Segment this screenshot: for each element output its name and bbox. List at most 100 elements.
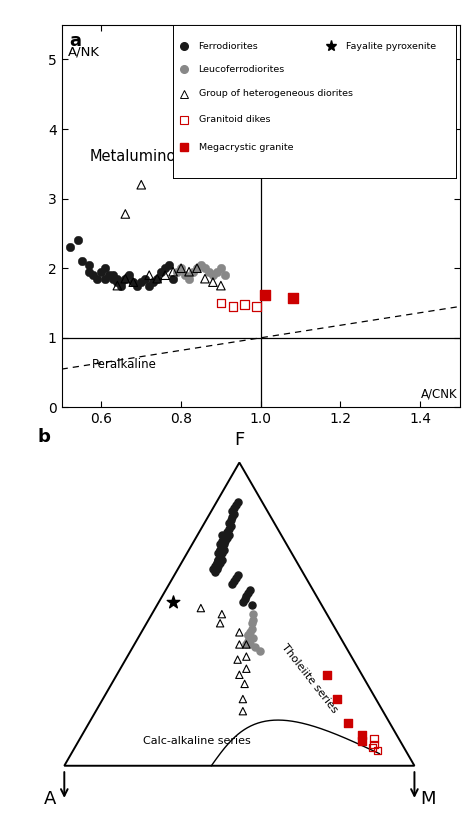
Point [243,589,250,602]
Point [248,598,255,611]
Point [169,265,177,278]
Point [225,528,233,542]
Point [234,495,241,509]
Point [129,276,137,289]
Point [114,279,121,292]
Point [236,638,243,651]
Point [232,499,240,512]
Point [209,268,217,281]
Point [213,265,221,278]
Point [374,744,382,757]
Point [134,279,141,292]
Point [243,638,250,651]
Point [177,262,185,275]
Point [215,553,222,566]
Point [244,629,252,642]
Point [241,298,248,311]
Point [251,641,259,654]
Point [173,265,181,278]
Point [216,616,224,630]
Point [244,629,252,642]
Point [250,607,257,621]
Point [216,556,224,570]
Point [154,272,161,286]
Text: a: a [70,32,82,50]
Point [169,595,177,608]
Point [228,577,236,590]
Point [234,568,241,581]
Point [211,559,219,572]
Point [228,510,236,523]
Point [218,528,226,542]
Text: Calc-alkaline series: Calc-alkaline series [144,737,251,746]
Point [121,272,129,286]
Point [243,638,250,651]
Point [165,258,173,272]
Point [201,262,209,275]
Point [216,550,224,563]
Point [218,541,226,554]
Point [246,625,254,639]
Point [217,262,225,275]
Point [239,692,246,705]
Point [250,632,257,645]
Point [358,735,366,748]
Point [86,258,93,272]
Point [225,517,233,530]
Point [289,291,296,305]
Point [157,265,165,278]
Point [94,272,101,286]
Point [241,677,248,690]
Point [209,276,217,289]
Point [246,638,254,651]
Point [177,262,185,275]
Point [250,614,257,627]
Point [137,178,145,191]
Point [229,300,237,313]
Point [220,537,228,551]
Point [189,265,197,278]
Point [114,276,121,289]
Point [230,501,238,514]
Point [216,537,224,551]
Point [239,704,246,718]
Point [146,279,153,292]
Point [230,574,238,588]
Point [169,272,177,286]
Point [220,544,228,557]
Point [86,265,93,278]
Point [213,556,220,570]
Point [205,265,213,278]
Text: A: A [44,790,56,808]
Point [193,262,201,275]
Point [154,272,161,286]
Point [137,276,145,289]
Point [228,504,236,518]
Point [210,562,217,575]
Point [248,623,255,636]
Text: Peraluminous: Peraluminous [310,150,410,165]
Point [101,262,109,275]
Point [181,268,189,281]
Point [201,272,209,286]
Point [358,729,366,742]
Point [193,262,201,275]
Point [241,593,248,606]
Point [370,732,378,745]
Text: Metaluminous: Metaluminous [90,150,193,165]
Point [218,535,226,548]
Point [149,276,157,289]
Point [334,692,341,705]
Point [109,268,117,281]
Point [185,265,193,278]
Text: Tholeiite series: Tholeiite series [279,642,339,714]
Point [243,663,250,676]
Point [216,544,224,557]
Point [223,526,231,539]
Point [78,254,85,267]
Point [218,607,226,621]
Point [323,668,331,681]
Point [98,265,105,278]
Point [213,562,220,575]
Point [213,556,220,570]
